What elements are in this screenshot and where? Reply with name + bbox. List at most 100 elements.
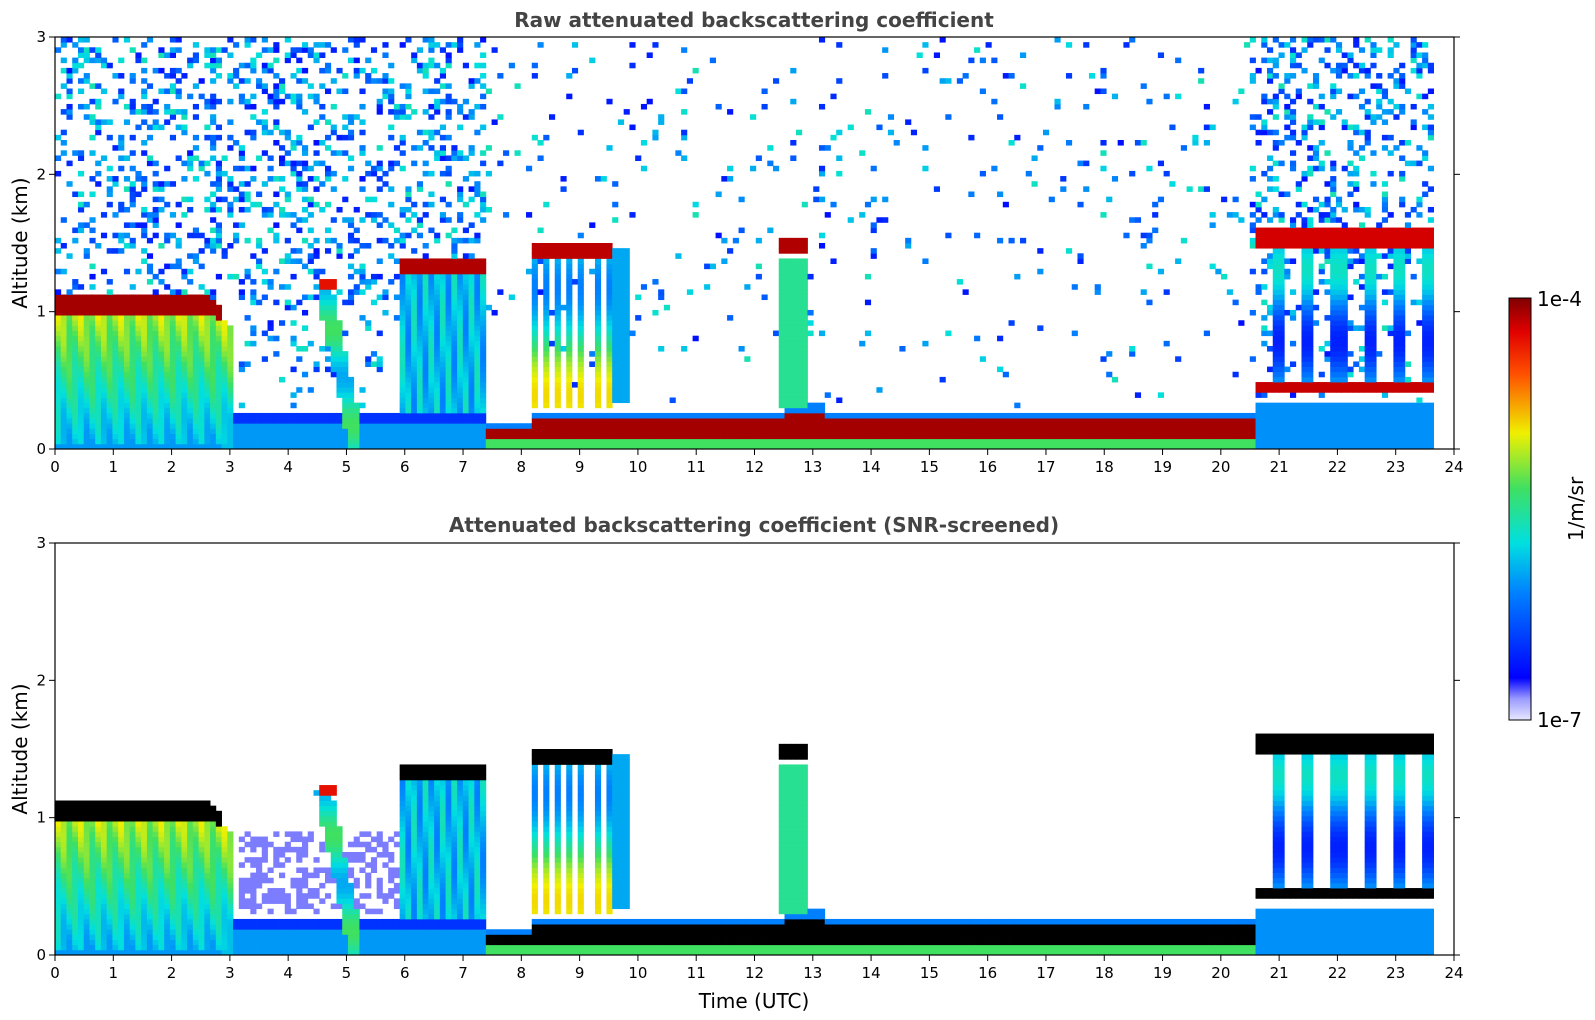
heatmap-cell xyxy=(416,268,424,275)
heatmap-cell xyxy=(152,418,159,424)
heatmap-cell xyxy=(1278,243,1285,249)
heatmap-cell xyxy=(129,356,136,362)
heatmap-cell xyxy=(962,73,969,79)
heatmap-cell xyxy=(583,428,590,434)
heatmap-cell xyxy=(554,428,561,434)
heatmap-cell xyxy=(250,279,257,285)
heatmap-cell xyxy=(146,237,154,244)
heatmap-cell xyxy=(554,258,561,264)
heatmap-cell xyxy=(905,237,912,244)
heatmap-cell xyxy=(1192,443,1199,450)
heatmap-cell xyxy=(606,366,613,373)
heatmap-cell xyxy=(646,98,653,105)
heatmap-cell xyxy=(566,392,573,398)
heatmap-cell xyxy=(462,237,469,244)
heatmap-cell xyxy=(169,181,177,187)
heatmap-cell xyxy=(198,392,205,398)
heatmap-cell xyxy=(790,284,797,290)
heatmap-cell xyxy=(83,387,90,393)
heatmap-cell xyxy=(468,387,475,393)
heatmap-cell xyxy=(468,186,475,192)
heatmap-cell xyxy=(755,428,762,434)
heatmap-cell xyxy=(129,243,136,249)
heatmap-cell xyxy=(376,423,383,429)
heatmap-cell xyxy=(1301,201,1308,208)
heatmap-cell xyxy=(66,351,73,357)
heatmap-cell xyxy=(732,443,739,450)
heatmap-cell xyxy=(129,438,136,445)
heatmap-cell xyxy=(853,428,860,434)
heatmap-cell xyxy=(279,206,286,213)
heatmap-cell xyxy=(330,284,337,290)
heatmap-cell xyxy=(187,196,194,203)
heatmap-cell xyxy=(681,129,688,136)
heatmap-cell xyxy=(1267,243,1274,249)
heatmap-cell xyxy=(83,412,90,419)
heatmap-cell xyxy=(796,412,803,419)
heatmap-cell xyxy=(1289,340,1297,347)
heatmap-cell xyxy=(95,119,102,125)
heatmap-cell xyxy=(399,243,406,249)
heatmap-cell xyxy=(480,103,487,110)
heatmap-cell xyxy=(135,191,142,198)
heatmap-cell xyxy=(296,428,303,434)
heatmap-cell xyxy=(457,263,464,270)
heatmap-cell xyxy=(95,83,102,89)
heatmap-cell xyxy=(445,387,452,393)
heatmap-cell xyxy=(192,387,199,393)
heatmap-cell xyxy=(146,392,154,398)
heatmap-cell xyxy=(956,412,963,419)
heatmap-cell xyxy=(135,299,142,306)
heatmap-cell xyxy=(1278,335,1285,342)
heatmap-cell xyxy=(1175,443,1182,450)
heatmap-cell xyxy=(985,433,992,440)
heatmap-cell xyxy=(457,376,464,383)
heatmap-cell xyxy=(307,423,314,429)
heatmap-cell xyxy=(95,366,102,373)
heatmap-cell xyxy=(439,320,446,326)
heatmap-cell xyxy=(531,402,538,409)
heatmap-cell xyxy=(422,361,429,367)
heatmap-cell xyxy=(629,418,636,424)
heatmap-cell xyxy=(727,428,734,434)
heatmap-cell xyxy=(192,428,199,434)
heatmap-cell xyxy=(60,402,67,409)
heatmap-cell xyxy=(1284,227,1291,234)
heatmap-cell xyxy=(554,248,561,254)
heatmap-cell xyxy=(66,325,73,331)
heatmap-cell xyxy=(457,340,464,347)
heatmap-cell xyxy=(1289,387,1297,393)
heatmap-cell xyxy=(169,361,177,367)
heatmap-cell xyxy=(422,371,429,378)
heatmap-cell xyxy=(353,67,360,74)
heatmap-cell xyxy=(399,140,406,146)
heatmap-cell xyxy=(428,103,435,110)
heatmap-cell xyxy=(577,418,584,424)
heatmap-cell xyxy=(859,443,866,450)
heatmap-cell xyxy=(146,438,154,445)
heatmap-cell xyxy=(146,299,154,306)
heatmap-cell xyxy=(152,186,159,192)
heatmap-cell xyxy=(1209,263,1216,270)
heatmap-cell xyxy=(709,438,716,445)
heatmap-cell xyxy=(589,253,596,259)
heatmap-cell xyxy=(1261,42,1268,48)
heatmap-cell xyxy=(55,438,62,445)
heatmap-cell xyxy=(612,382,619,388)
heatmap-cell xyxy=(1100,428,1107,434)
heatmap-cell xyxy=(416,304,424,311)
heatmap-cell xyxy=(468,170,475,177)
heatmap-cell xyxy=(1152,412,1159,419)
heatmap-cell xyxy=(169,320,177,326)
heatmap-cell xyxy=(594,176,602,182)
heatmap-cell xyxy=(215,387,222,393)
heatmap-cell xyxy=(715,418,722,424)
heatmap-cell xyxy=(290,428,297,434)
heatmap-cell xyxy=(778,299,785,306)
heatmap-cell xyxy=(1186,412,1193,419)
heatmap-cell xyxy=(215,402,222,409)
heatmap-cell xyxy=(198,315,205,321)
heatmap-cell xyxy=(497,428,504,434)
heatmap-cell xyxy=(210,248,217,254)
heatmap-cell xyxy=(813,196,820,203)
